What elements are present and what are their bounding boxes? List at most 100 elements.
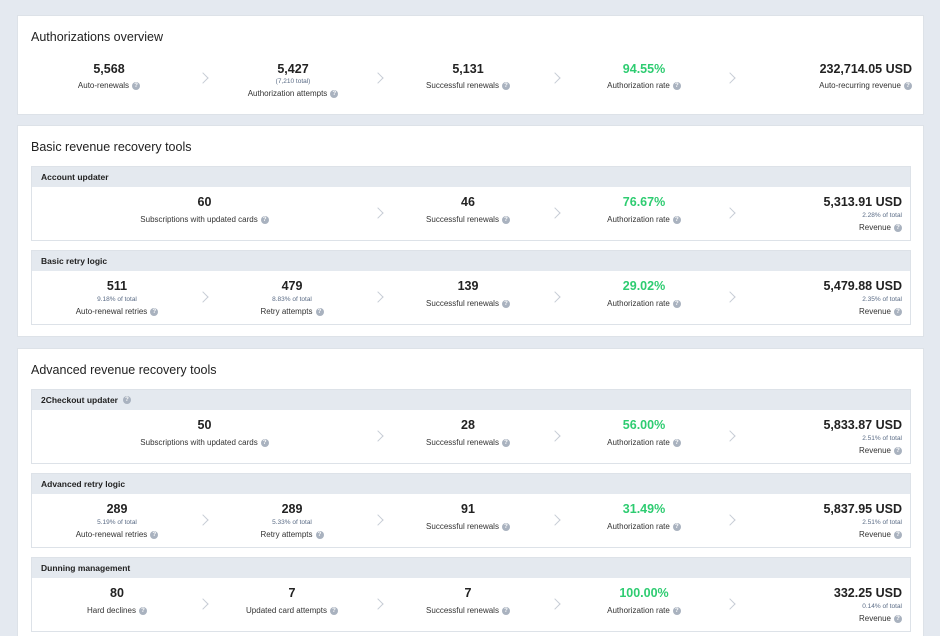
account-updater-section: Account updater 60 Subscriptions with up… bbox=[31, 166, 911, 241]
metric-label: Authorization rate? bbox=[594, 299, 694, 308]
metric-value: 479 bbox=[281, 279, 303, 293]
metric-label: Auto-renewal retries? bbox=[62, 530, 172, 539]
metric-value: 232,714.05 USD bbox=[819, 62, 912, 76]
metric-value: 139 bbox=[457, 279, 479, 293]
chevron-right-icon bbox=[724, 430, 736, 442]
question-circle-icon[interactable]: ? bbox=[260, 215, 269, 224]
metric-authorization-rate: 94.55% Authorization rate? bbox=[594, 16, 694, 114]
question-circle-icon[interactable]: ? bbox=[501, 215, 510, 224]
question-circle-icon[interactable]: ? bbox=[672, 299, 681, 308]
question-circle-icon[interactable]: ? bbox=[132, 81, 141, 90]
metric-value: 60 bbox=[197, 195, 212, 209]
question-circle-icon[interactable]: ? bbox=[123, 396, 131, 404]
advanced-recovery-panel: Advanced revenue recovery tools 2Checkou… bbox=[17, 348, 924, 636]
metric-label: Revenue? bbox=[752, 446, 902, 455]
metric-label: Authorization rate? bbox=[594, 81, 694, 90]
question-circle-icon[interactable]: ? bbox=[894, 223, 902, 232]
metric-revenue: 5,833.87 USD 2.51% of total Revenue? bbox=[752, 410, 902, 463]
question-circle-icon[interactable]: ? bbox=[260, 438, 269, 447]
chevron-right-icon bbox=[549, 72, 561, 84]
metric-value: 5,837.95 USD bbox=[823, 502, 902, 516]
metric-note: 5.33% of total bbox=[272, 519, 312, 526]
question-circle-icon[interactable]: ? bbox=[501, 81, 510, 90]
question-circle-icon[interactable]: ? bbox=[672, 215, 681, 224]
question-circle-icon[interactable]: ? bbox=[315, 530, 324, 539]
question-circle-icon[interactable]: ? bbox=[672, 522, 681, 531]
chevron-right-icon bbox=[549, 207, 561, 219]
question-circle-icon[interactable]: ? bbox=[672, 81, 681, 90]
metric-label: Auto-recurring revenue? bbox=[748, 81, 912, 90]
metric-value: 100.00% bbox=[619, 586, 669, 600]
metric-value: 7 bbox=[464, 586, 472, 600]
metric-note: 8.83% of total bbox=[272, 296, 312, 303]
metric-label: Subscriptions with updated cards? bbox=[122, 438, 287, 447]
question-circle-icon[interactable]: ? bbox=[330, 89, 339, 98]
metric-value: 289 bbox=[106, 502, 128, 516]
advanced-retry-logic-section: Advanced retry logic 289 5.19% of total … bbox=[31, 473, 911, 548]
chevron-right-icon bbox=[372, 514, 384, 526]
panel-title: Authorizations overview bbox=[31, 30, 164, 44]
question-circle-icon[interactable]: ? bbox=[150, 307, 159, 316]
chevron-right-icon bbox=[372, 72, 384, 84]
metric-hard-declines: 80 Hard declines? bbox=[62, 578, 172, 631]
chevron-right-icon bbox=[724, 207, 736, 219]
metric-note: 5.19% of total bbox=[97, 519, 137, 526]
metric-subscriptions-updated-cards: 60 Subscriptions with updated cards? bbox=[122, 187, 287, 240]
section-body: 511 9.18% of total Auto-renewal retries?… bbox=[32, 271, 910, 324]
metric-value: 5,479.88 USD bbox=[823, 279, 902, 293]
metric-value: 511 bbox=[106, 279, 128, 293]
metric-label: Successful renewals? bbox=[418, 215, 518, 224]
metric-label: Authorization rate? bbox=[594, 438, 694, 447]
metric-value: 332.25 USD bbox=[833, 586, 902, 600]
question-circle-icon[interactable]: ? bbox=[138, 606, 147, 615]
metric-note: 2.51% of total bbox=[862, 435, 902, 442]
metric-value: 28 bbox=[461, 418, 475, 432]
metric-auto-recurring-revenue: 232,714.05 USD Auto-recurring revenue? bbox=[748, 16, 912, 114]
chevron-right-icon bbox=[549, 514, 561, 526]
chevron-right-icon bbox=[549, 430, 561, 442]
question-circle-icon[interactable]: ? bbox=[501, 438, 510, 447]
question-circle-icon[interactable]: ? bbox=[894, 614, 902, 623]
chevron-right-icon bbox=[724, 514, 736, 526]
question-circle-icon[interactable]: ? bbox=[329, 606, 338, 615]
metric-label: Retry attempts? bbox=[242, 307, 342, 316]
chevron-right-icon bbox=[724, 598, 736, 610]
metric-successful-renewals: 7 Successful renewals? bbox=[418, 578, 518, 631]
question-circle-icon[interactable]: ? bbox=[672, 438, 681, 447]
metric-label: Successful renewals? bbox=[418, 299, 518, 308]
metric-note: 9.18% of total bbox=[97, 296, 137, 303]
metric-authorization-rate: 29.02% Authorization rate? bbox=[594, 271, 694, 324]
question-circle-icon[interactable]: ? bbox=[904, 81, 912, 90]
chevron-right-icon bbox=[372, 291, 384, 303]
question-circle-icon[interactable]: ? bbox=[150, 530, 159, 539]
question-circle-icon[interactable]: ? bbox=[501, 299, 510, 308]
metric-value: 5,427 bbox=[277, 62, 309, 76]
dunning-management-section: Dunning management 80 Hard declines? 7 U… bbox=[31, 557, 911, 632]
metric-authorization-rate: 56.00% Authorization rate? bbox=[594, 410, 694, 463]
metric-successful-renewals: 5,131 Successful renewals? bbox=[418, 16, 518, 114]
question-circle-icon[interactable]: ? bbox=[315, 307, 324, 316]
metric-label: Successful renewals? bbox=[418, 606, 518, 615]
metric-note: 2.35% of total bbox=[862, 296, 902, 303]
metric-revenue: 5,313.91 USD 2.28% of total Revenue? bbox=[752, 187, 902, 240]
metric-label: Revenue? bbox=[752, 223, 902, 232]
metric-label: Updated card attempts? bbox=[232, 606, 352, 615]
question-circle-icon[interactable]: ? bbox=[894, 307, 902, 316]
section-header: 2Checkout updater? bbox=[32, 390, 910, 410]
metric-label: Authorization attempts? bbox=[238, 89, 348, 98]
metric-value: 46 bbox=[461, 195, 475, 209]
authorizations-overview-panel: Authorizations overview 5,568 Auto-renew… bbox=[17, 15, 924, 115]
metric-successful-renewals: 46 Successful renewals? bbox=[418, 187, 518, 240]
metric-authorization-rate: 100.00% Authorization rate? bbox=[594, 578, 694, 631]
chevron-right-icon bbox=[549, 598, 561, 610]
metric-value: 31.49% bbox=[622, 502, 666, 516]
section-header: Basic retry logic bbox=[32, 251, 910, 271]
question-circle-icon[interactable]: ? bbox=[501, 522, 510, 531]
question-circle-icon[interactable]: ? bbox=[501, 606, 510, 615]
metric-label: Hard declines? bbox=[62, 606, 172, 615]
chevron-right-icon bbox=[372, 598, 384, 610]
question-circle-icon[interactable]: ? bbox=[894, 530, 902, 539]
question-circle-icon[interactable]: ? bbox=[894, 446, 902, 455]
question-circle-icon[interactable]: ? bbox=[672, 606, 681, 615]
metric-auto-renewal-retries: 289 5.19% of total Auto-renewal retries? bbox=[62, 494, 172, 547]
